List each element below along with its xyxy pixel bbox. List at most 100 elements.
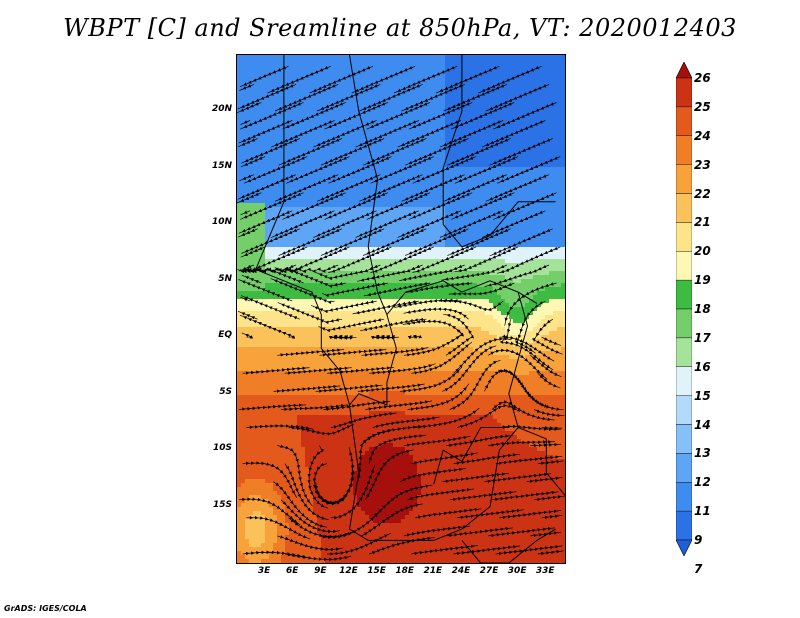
- streamline: [484, 472, 552, 484]
- colorbar-level-label: 25: [694, 99, 711, 114]
- streamline: [526, 476, 563, 484]
- colorbar-level-label: 16: [694, 359, 711, 374]
- colorbar-swatch: [676, 164, 692, 194]
- streamline: [330, 412, 397, 429]
- colorbar-swatch: [676, 395, 692, 425]
- colorbar-max-arrow: [676, 62, 692, 79]
- colorbar-swatch: [676, 106, 692, 137]
- colorbar-level-label: 22: [694, 186, 711, 201]
- lon-tick-label: 12E: [339, 566, 358, 576]
- colorbar-swatch: [676, 193, 692, 223]
- colorbar-level-label: 17: [694, 330, 711, 345]
- streamline: [488, 526, 555, 538]
- lat-tick-label: 20N: [211, 104, 232, 115]
- colorbar-level-label: 19: [694, 273, 711, 288]
- streamline: [361, 503, 423, 537]
- colorbar-level-label: 15: [694, 388, 711, 403]
- streamline: [537, 459, 564, 466]
- streamline: [534, 495, 565, 502]
- colorbar-level-label: 24: [694, 128, 711, 143]
- colorbar-min-arrow: [676, 539, 692, 556]
- lon-tick-label: 18E: [395, 566, 415, 576]
- streamline: [399, 467, 466, 483]
- streamline: [449, 359, 501, 410]
- streamline: [495, 545, 563, 556]
- country-border: [349, 314, 397, 406]
- lat-tick-label: 15N: [211, 160, 232, 171]
- colorbar-level-label: 23: [694, 157, 711, 172]
- colorbar-level-label: 21: [694, 215, 711, 230]
- streamline: [537, 549, 564, 556]
- country-border: [545, 438, 565, 496]
- lat-tick-label: 15S: [212, 499, 232, 510]
- streamline: [448, 282, 515, 296]
- colorbar-swatch: [676, 482, 692, 512]
- streamline: [239, 314, 296, 339]
- colorbar-level-label: 14: [694, 417, 711, 432]
- streamline: [403, 307, 469, 320]
- streamline: [533, 409, 565, 418]
- streamline: [541, 514, 563, 520]
- streamline: [541, 336, 562, 346]
- streamline: [438, 299, 504, 312]
- colorbar-swatch: [676, 251, 692, 281]
- streamline: [288, 424, 355, 436]
- grads-credit: GrADS: IGES/COLA: [4, 604, 87, 613]
- map-panel: [236, 54, 566, 564]
- lon-tick-label: 3E: [257, 566, 271, 576]
- streamline: [530, 355, 562, 378]
- lat-tick-label: 10N: [211, 217, 232, 228]
- streamlines: [237, 65, 565, 562]
- colorbar-level-label: 11: [694, 504, 711, 519]
- streamline: [488, 440, 556, 447]
- colorbar-level-label: 13: [694, 446, 711, 461]
- streamline: [537, 373, 561, 389]
- lat-tick-label: 5S: [219, 386, 232, 397]
- colorbar-level-label: 9: [694, 533, 703, 547]
- streamline: [504, 282, 557, 326]
- streamline: [445, 434, 513, 447]
- lon-tick-label: 33E: [535, 566, 555, 576]
- lat-tick-label: 5N: [218, 273, 232, 284]
- colorbar-level-label: 20: [694, 244, 711, 259]
- colorbar-swatch: [676, 77, 692, 108]
- lon-tick-label: 24E: [451, 566, 471, 576]
- colorbar-swatch: [676, 222, 692, 252]
- streamline: [370, 334, 399, 340]
- streamline: [491, 400, 555, 422]
- streamline: [368, 536, 435, 555]
- colorbar-swatch: [676, 135, 692, 165]
- streamline: [530, 442, 562, 448]
- colorbar-level-label: 18: [694, 302, 711, 316]
- streamline: [328, 334, 357, 340]
- lat-tick-label: 10S: [212, 443, 232, 454]
- map-title: WBPT [C] and Sreamline at 850hPa, VT: 20…: [63, 14, 737, 42]
- streamline: [284, 552, 352, 562]
- colorbar-level-label: 26: [694, 71, 711, 85]
- streamline: [495, 455, 563, 465]
- lon-tick-label: 15E: [367, 566, 386, 576]
- wbpt-field: [237, 55, 565, 563]
- lon-tick-label: 9E: [314, 566, 327, 576]
- temperature-shading: [237, 55, 565, 563]
- streamline: [357, 429, 395, 482]
- colorbar-level-label: 12: [694, 475, 711, 490]
- streamline: [541, 426, 563, 430]
- colorbar-swatch: [676, 510, 692, 541]
- colorbar-swatch: [676, 279, 692, 310]
- streamline: [491, 490, 559, 502]
- colorbar: [676, 62, 692, 556]
- colorbar-swatch: [676, 424, 692, 454]
- streamline: [499, 509, 561, 520]
- lat-tick-label: EQ: [218, 330, 232, 341]
- lon-tick-label: 30E: [507, 566, 527, 576]
- colorbar-swatch: [676, 453, 692, 483]
- streamline: [530, 531, 562, 538]
- lon-tick-label: 21E: [423, 566, 443, 576]
- streamline: [457, 403, 520, 429]
- lon-tick-label: 6E: [286, 566, 299, 576]
- colorbar-swatch: [676, 337, 692, 367]
- colorbar-swatch: [676, 308, 692, 339]
- lon-tick-label: 27E: [479, 566, 499, 576]
- streamline: [270, 278, 335, 304]
